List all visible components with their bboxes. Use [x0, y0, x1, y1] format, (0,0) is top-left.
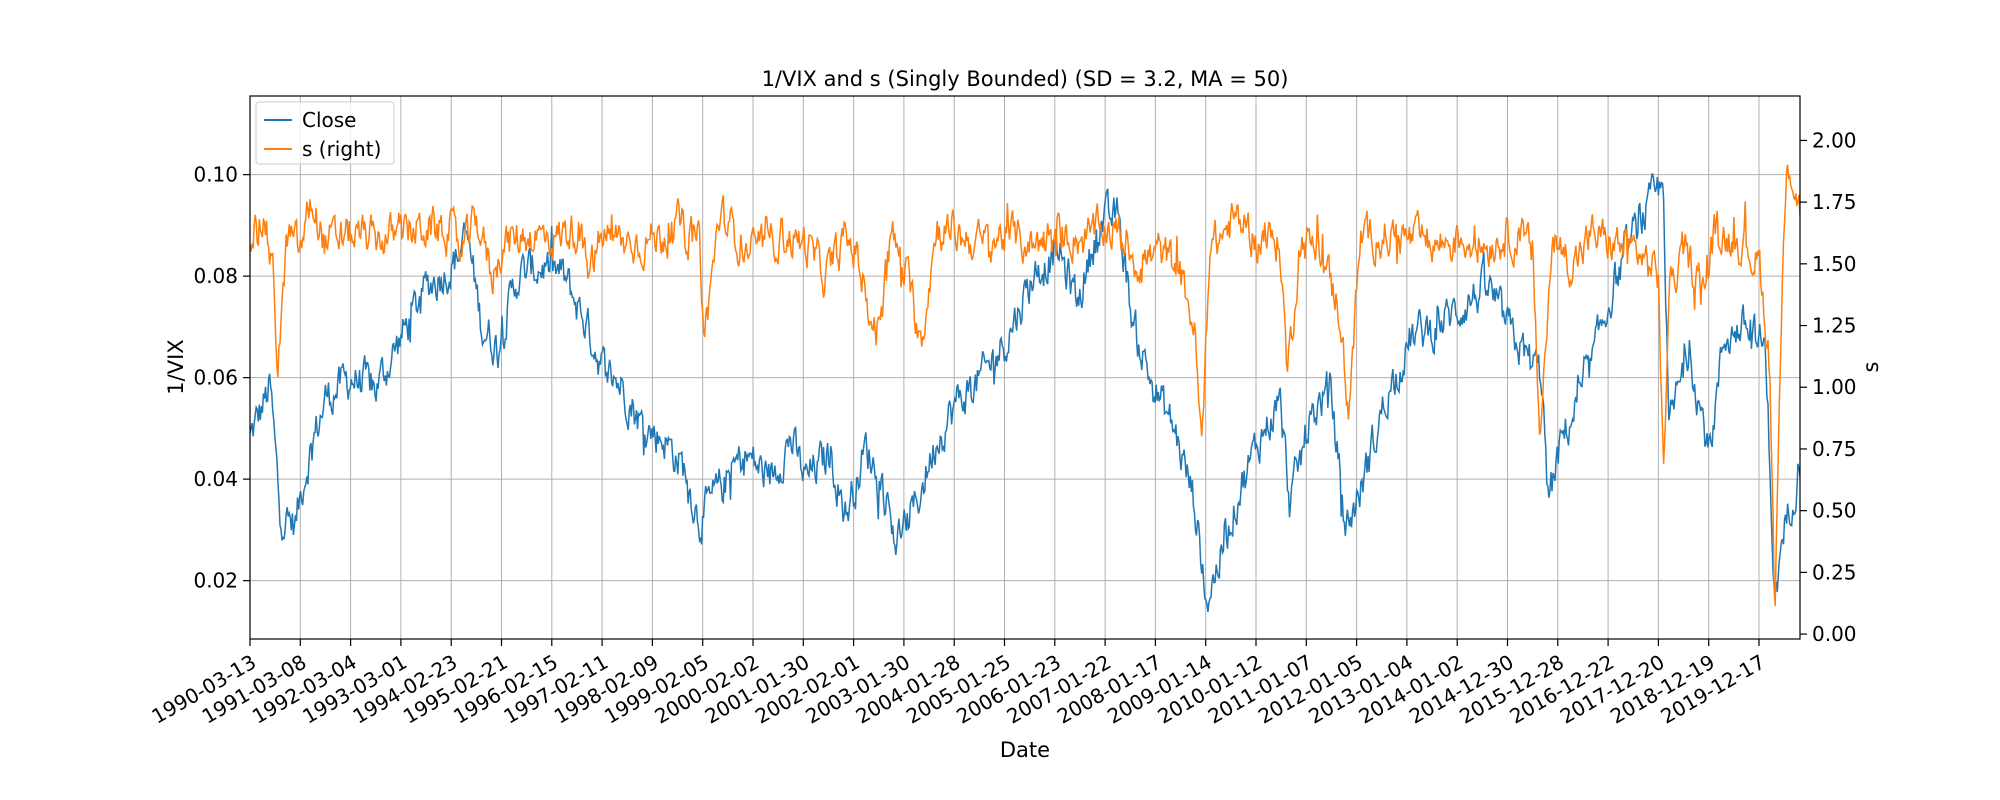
series-line-s	[250, 164, 1800, 607]
y-axis-left: 0.02 0.04 0.06 0.08 0.10	[193, 163, 250, 593]
series-line-close	[250, 173, 1800, 612]
legend: Close s (right)	[255, 101, 395, 165]
y-right-tick-label: 1.25	[1812, 314, 1857, 338]
plot-frame	[249, 95, 1801, 640]
y-axis-left-label: 1/VIX	[164, 339, 188, 394]
y-left-tick-label: 0.02	[193, 569, 238, 593]
y-axis-right: 0.00 0.25 0.50 0.75 1.00 1.25 1.50 1.75 2.00	[1800, 128, 1857, 646]
y-left-tick-label: 0.04	[193, 467, 238, 491]
legend-label-s: s (right)	[302, 137, 381, 161]
y-axis-right-label: s	[1859, 362, 1883, 373]
y-right-tick-label: 2.00	[1812, 128, 1857, 152]
legend-label-close: Close	[302, 108, 356, 132]
grid	[249, 96, 1800, 639]
y-right-tick-label: 0.00	[1812, 622, 1857, 646]
y-right-tick-label: 0.75	[1812, 437, 1857, 461]
y-left-tick-label: 0.10	[193, 163, 238, 187]
y-right-tick-label: 1.50	[1812, 252, 1857, 276]
chart-title: 1/VIX and s (Singly Bounded) (SD = 3.2, …	[762, 67, 1289, 91]
y-right-tick-label: 0.50	[1812, 499, 1857, 523]
y-right-tick-label: 0.25	[1812, 560, 1857, 584]
y-left-tick-label: 0.06	[193, 366, 238, 390]
x-axis-label: Date	[1000, 738, 1050, 762]
y-right-tick-label: 1.75	[1812, 190, 1857, 214]
y-left-tick-label: 0.08	[193, 264, 238, 288]
plot-area	[250, 164, 1800, 612]
y-right-tick-label: 1.00	[1812, 375, 1857, 399]
